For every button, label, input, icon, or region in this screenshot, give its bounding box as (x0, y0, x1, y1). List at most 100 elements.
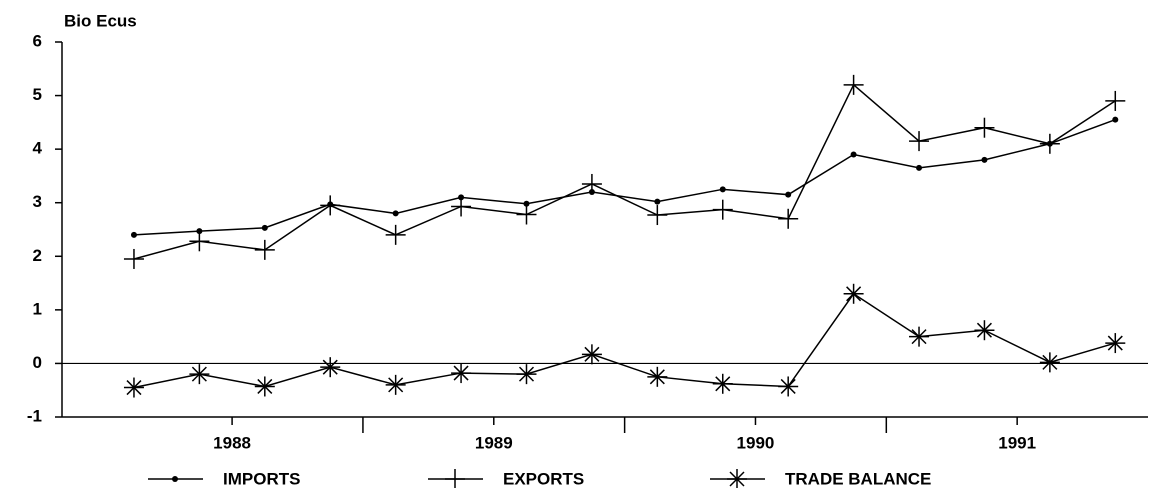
y-tick-label: 4 (33, 139, 43, 158)
y-tick-label: -1 (27, 406, 42, 425)
x-tick-label: 1989 (475, 433, 513, 452)
marker-plus (320, 195, 341, 216)
stroke (126, 380, 142, 396)
legend-label: EXPORTS (503, 469, 584, 488)
marker-plus (451, 196, 472, 217)
dot (523, 200, 530, 207)
marker-asterisk (189, 364, 210, 385)
stroke (715, 376, 731, 392)
y-axis-label: Bio Ecus (64, 11, 137, 30)
marker-asterisk (451, 363, 472, 384)
marker-plus (254, 239, 275, 260)
dot (392, 210, 399, 217)
x-tick-label: 1988 (213, 433, 251, 452)
marker-asterisk (385, 374, 406, 395)
stroke (388, 377, 404, 393)
marker-plus (445, 469, 465, 488)
marker-plus (516, 204, 537, 225)
marker-asterisk (516, 364, 537, 385)
series-line (133, 292, 1116, 389)
marker-asterisk (727, 469, 747, 488)
marker-plus (974, 117, 995, 138)
legend-label: IMPORTS (223, 469, 300, 488)
x-tick-label: 1990 (737, 433, 775, 452)
marker-dot (261, 224, 268, 231)
dot (654, 198, 661, 205)
marker-plus (778, 208, 799, 229)
marker-dot (785, 191, 792, 198)
marker-asterisk (581, 344, 602, 365)
y-tick-label: 6 (33, 31, 42, 50)
marker-dot (392, 210, 399, 217)
marker-asterisk (320, 357, 341, 378)
stroke (729, 471, 745, 487)
stroke (780, 378, 796, 394)
marker-dot (719, 186, 726, 193)
legend-item: IMPORTS (148, 469, 300, 488)
legend-item: EXPORTS (428, 469, 584, 488)
y-tick-label: 3 (33, 192, 42, 211)
marker-asterisk (1105, 333, 1126, 354)
stroke (976, 322, 992, 338)
stroke (191, 366, 207, 382)
dot (981, 156, 988, 163)
marker-asterisk (254, 376, 275, 397)
marker-asterisk (778, 376, 799, 397)
dot (261, 224, 268, 231)
dot (916, 164, 923, 171)
marker-plus (712, 199, 733, 220)
marker-asterisk (123, 377, 144, 398)
dot (1112, 116, 1119, 123)
y-tick-label: 0 (33, 353, 42, 372)
y-tick-label: 1 (33, 299, 42, 318)
stroke (518, 366, 535, 382)
marker-asterisk (1039, 352, 1060, 373)
stroke (911, 329, 927, 345)
marker-dot (850, 151, 857, 158)
marker-dot (130, 231, 137, 238)
marker-dot (654, 198, 661, 205)
marker-dot (196, 228, 203, 235)
marker-plus (189, 231, 210, 252)
stroke (584, 346, 600, 362)
stroke (1042, 354, 1058, 370)
stroke (257, 378, 273, 394)
marker-plus (1105, 90, 1126, 111)
stroke (846, 286, 862, 302)
marker-asterisk (974, 320, 995, 341)
stroke (322, 359, 338, 375)
x-tick-label: 1991 (998, 433, 1036, 452)
stroke (1107, 335, 1123, 351)
series-line (133, 118, 1116, 236)
marker-plus (909, 131, 930, 152)
series-line (133, 83, 1116, 260)
marker-dot (172, 476, 178, 482)
legend-item: TRADE BALANCE (710, 469, 931, 488)
stroke (649, 369, 665, 385)
y-tick-label: 2 (33, 246, 42, 265)
y-tick-label: 5 (33, 85, 42, 104)
marker-dot (1112, 116, 1119, 123)
marker-dot (981, 156, 988, 163)
marker-asterisk (712, 373, 733, 394)
marker-plus (385, 224, 406, 245)
marker-plus (581, 173, 602, 194)
marker-asterisk (843, 283, 864, 304)
dot (719, 186, 726, 193)
marker-plus (123, 248, 144, 269)
marker-asterisk (909, 326, 930, 347)
marker-dot (916, 164, 923, 171)
dot (172, 476, 178, 482)
marker-plus (843, 74, 864, 95)
dot (850, 151, 857, 158)
dot (785, 191, 792, 198)
legend-label: TRADE BALANCE (785, 469, 931, 488)
dot (130, 231, 137, 238)
stroke (453, 365, 469, 381)
marker-plus (1039, 133, 1060, 154)
marker-dot (523, 200, 530, 207)
marker-plus (647, 205, 668, 226)
dot (196, 228, 203, 235)
marker-asterisk (647, 366, 668, 387)
